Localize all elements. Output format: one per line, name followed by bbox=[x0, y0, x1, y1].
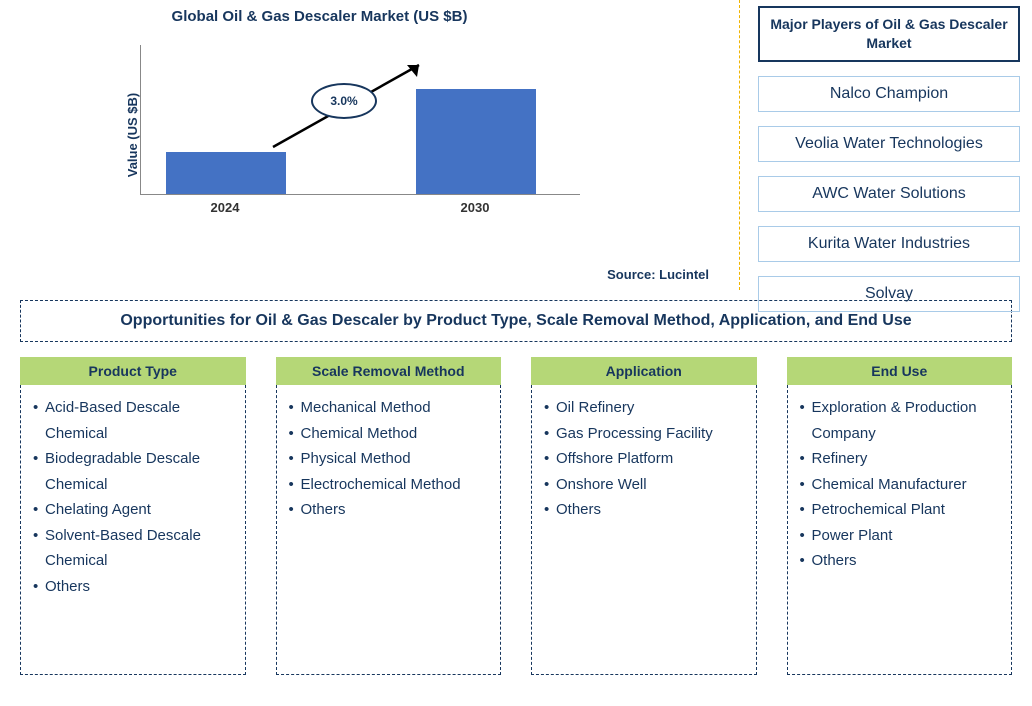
opportunities-section: Opportunities for Oil & Gas Descaler by … bbox=[0, 290, 1032, 675]
player-item: Solvay bbox=[758, 276, 1020, 312]
opportunity-item: Chelating Agent bbox=[33, 497, 235, 523]
opportunity-item: Others bbox=[544, 497, 746, 523]
players-list: Nalco Champion Veolia Water Technologies A… bbox=[758, 76, 1020, 312]
chart-area: Value (US $B) 3.0% 2024 2030 bbox=[140, 45, 580, 225]
x-label-1: 2030 bbox=[415, 200, 535, 215]
x-label-0: 2024 bbox=[165, 200, 285, 215]
opportunity-column-body: Mechanical MethodChemical MethodPhysical… bbox=[276, 385, 502, 675]
opportunity-item: Petrochemical Plant bbox=[800, 497, 1002, 523]
opportunity-item: Chemical Method bbox=[289, 421, 491, 447]
growth-annotation: 3.0% bbox=[261, 55, 441, 155]
opportunity-item: Oil Refinery bbox=[544, 395, 746, 421]
y-axis-label: Value (US $B) bbox=[125, 93, 140, 178]
opportunity-item: Acid-Based Descale Chemical bbox=[33, 395, 235, 446]
opportunity-column-header: End Use bbox=[787, 357, 1013, 385]
bar-2024 bbox=[166, 152, 286, 194]
growth-value: 3.0% bbox=[330, 94, 357, 108]
opportunity-column-body: Exploration & Production CompanyRefinery… bbox=[787, 385, 1013, 675]
top-row: Global Oil & Gas Descaler Market (US $B)… bbox=[0, 0, 1032, 290]
bar-2030 bbox=[416, 89, 536, 194]
chart-plot: 3.0% bbox=[140, 45, 580, 195]
opportunity-column-header: Application bbox=[531, 357, 757, 385]
source-label: Source: Lucintel bbox=[607, 267, 709, 282]
opportunity-column: ApplicationOil RefineryGas Processing Fa… bbox=[531, 357, 757, 675]
opportunity-item: Mechanical Method bbox=[289, 395, 491, 421]
opportunity-column: Scale Removal MethodMechanical MethodChe… bbox=[276, 357, 502, 675]
chart-title: Global Oil & Gas Descaler Market (US $B) bbox=[0, 8, 719, 25]
player-item: Nalco Champion bbox=[758, 76, 1020, 112]
player-item: Kurita Water Industries bbox=[758, 226, 1020, 262]
opportunity-item: Solvent-Based Descale Chemical bbox=[33, 523, 235, 574]
player-item: Veolia Water Technologies bbox=[758, 126, 1020, 162]
opportunity-column-body: Oil RefineryGas Processing FacilityOffsh… bbox=[531, 385, 757, 675]
opportunity-column-header: Scale Removal Method bbox=[276, 357, 502, 385]
opportunity-item: Power Plant bbox=[800, 523, 1002, 549]
players-title: Major Players of Oil & Gas Descaler Mark… bbox=[758, 6, 1020, 62]
x-axis-labels: 2024 2030 bbox=[140, 200, 580, 225]
opportunity-item: Offshore Platform bbox=[544, 446, 746, 472]
player-item: AWC Water Solutions bbox=[758, 176, 1020, 212]
opportunity-item: Electrochemical Method bbox=[289, 472, 491, 498]
opportunity-item: Exploration & Production Company bbox=[800, 395, 1002, 446]
opportunity-item: Gas Processing Facility bbox=[544, 421, 746, 447]
opportunity-item: Onshore Well bbox=[544, 472, 746, 498]
arrow-icon bbox=[261, 55, 441, 155]
opportunities-columns: Product TypeAcid-Based Descale ChemicalB… bbox=[20, 357, 1012, 675]
opportunity-item: Refinery bbox=[800, 446, 1002, 472]
chart-section: Global Oil & Gas Descaler Market (US $B)… bbox=[0, 0, 740, 290]
opportunity-column: End UseExploration & Production CompanyR… bbox=[787, 357, 1013, 675]
opportunity-item: Biodegradable Descale Chemical bbox=[33, 446, 235, 497]
opportunity-item: Others bbox=[33, 574, 235, 600]
opportunity-item: Chemical Manufacturer bbox=[800, 472, 1002, 498]
opportunity-column-header: Product Type bbox=[20, 357, 246, 385]
opportunity-column: Product TypeAcid-Based Descale ChemicalB… bbox=[20, 357, 246, 675]
opportunity-item: Others bbox=[800, 548, 1002, 574]
growth-label: 3.0% bbox=[311, 83, 377, 119]
players-section: Major Players of Oil & Gas Descaler Mark… bbox=[740, 0, 1032, 290]
opportunity-item: Physical Method bbox=[289, 446, 491, 472]
opportunity-item: Others bbox=[289, 497, 491, 523]
opportunity-column-body: Acid-Based Descale ChemicalBiodegradable… bbox=[20, 385, 246, 675]
